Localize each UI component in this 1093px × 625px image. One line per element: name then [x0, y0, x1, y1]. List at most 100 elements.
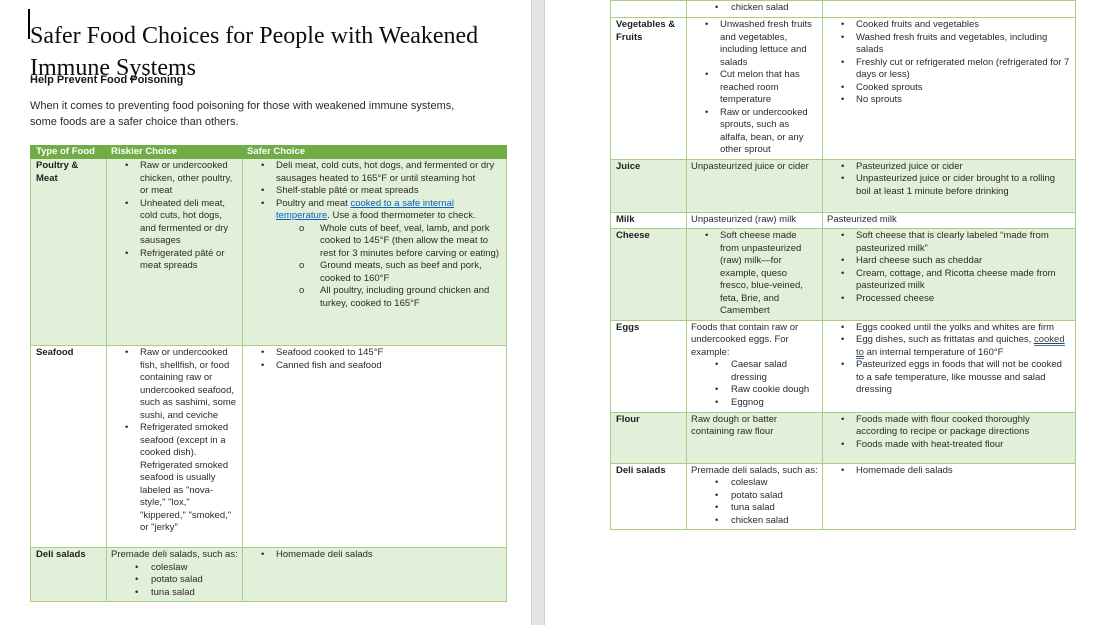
bullet-marker: o [299, 260, 305, 271]
bullet-marker: • [841, 230, 845, 241]
list-item: • Caesar salad dressing [715, 359, 787, 383]
bullet-marker: • [841, 31, 845, 43]
table-row-deli-salads: Deli salads Premade deli salads, such as:… [610, 463, 1076, 530]
page-1: Safer Food Choices for People with Weake… [0, 0, 531, 625]
list-item: • Processed cheese [841, 292, 935, 304]
page-gap [531, 0, 545, 625]
table-row-seafood: Seafood • Raw or undercooked fish, shellfi… [30, 346, 507, 548]
bullet-marker: • [261, 160, 265, 171]
bullet-marker: • [841, 464, 845, 476]
bullet-marker: o [299, 285, 305, 296]
bullet-marker: • [715, 477, 719, 488]
list-item: • Canned fish and seafood [261, 359, 382, 371]
bullet-marker: • [261, 197, 265, 209]
table-row-milk: Milk Unpasteurized (raw) milk Pasteurized … [610, 212, 1076, 229]
list-item: Pasteurized milk [827, 213, 897, 225]
bullet-marker: • [125, 197, 129, 209]
bullet-marker: • [715, 396, 719, 408]
list-item: • Pasteurized juice or cider [841, 160, 963, 172]
list-item: • Raw or undercooked chicken, other poult… [125, 160, 233, 196]
list-item: • potato salad [135, 574, 203, 585]
bullet-marker: • [841, 334, 845, 345]
cell-safer-choice: • Pasteurized juice or cider • Unpasteurize… [822, 159, 1076, 213]
list-item: • Foods made with flour cooked thoroughly… [841, 413, 1030, 438]
list-item: Premade deli salads, such as: [111, 549, 238, 560]
cell-safer-choice: • Foods made with flour cooked thoroughly… [822, 412, 1076, 464]
cell-type-of-food: Milk [610, 212, 686, 229]
list-item: • Seafood cooked to 145°F [261, 347, 384, 358]
column-header-safer-choice: Safer Choice [242, 145, 507, 159]
list-item: o Whole cuts of beef, veal, lamb, and por… [299, 222, 500, 259]
list-item: • Cream, cottage, and Ricotta cheese made… [841, 267, 1056, 292]
page-2: • chicken salad Vegetables & Fruits • Unwash… [545, 0, 1093, 625]
bullet-marker: • [125, 347, 129, 358]
intro-paragraph: When it comes to preventing food poisoni… [30, 100, 455, 128]
cooked-to-temperature-link[interactable]: cooked to [856, 334, 1065, 359]
safe-internal-temperature-link[interactable]: cooked to a safe internal temperature [276, 197, 454, 222]
list-item: • chicken salad [715, 2, 789, 13]
list-item: • coleslaw [135, 561, 188, 573]
list-item: • Eggnog [715, 396, 764, 408]
bullet-marker: • [841, 81, 845, 93]
list-item: o Ground meats, such as beef and pork, co… [299, 260, 482, 284]
text-cursor [28, 9, 30, 39]
table-row-flour: Flour Raw dough or batter containing raw … [610, 412, 1076, 464]
cell-riskier-choice: Premade deli salads, such as: • coleslaw • p… [686, 463, 822, 530]
list-item: • Foods made with heat-treated flour [841, 438, 1004, 450]
list-item: • Washed fresh fruits and vegetables, inc… [841, 31, 1048, 56]
food-safety-table-page-1: Type of Food Riskier Choice Safer Choice… [30, 145, 507, 602]
bullet-marker: • [841, 359, 845, 370]
list-item: o All poultry, including ground chicken a… [299, 285, 490, 309]
list-item: • Cooked sprouts [841, 81, 923, 93]
cell-riskier-choice: • Soft cheese made from unpasteurized (ra… [686, 229, 822, 321]
bullet-marker: • [135, 561, 139, 573]
bullet-marker: • [841, 94, 845, 105]
bullet-marker: • [715, 359, 719, 370]
bullet-marker: • [135, 574, 139, 585]
cell-riskier-choice: Premade deli salads, such as: • coleslaw • p… [106, 548, 242, 602]
table-row-juice: Juice Unpasteurized juice or cider • Pasteu… [610, 159, 1076, 213]
bullet-marker: • [261, 549, 265, 560]
list-item: • tuna salad [135, 586, 195, 598]
bullet-marker: o [299, 222, 305, 234]
bullet-marker: • [841, 160, 845, 172]
bullet-marker: • [715, 514, 719, 526]
table-header-row: Type of Food Riskier Choice Safer Choice [30, 145, 507, 159]
bullet-marker: • [841, 267, 845, 279]
bullet-marker: • [125, 160, 129, 171]
cell-type-of-food [610, 1, 686, 18]
cell-riskier-choice: • Raw or undercooked chicken, other poult… [106, 159, 242, 346]
bullet-marker: • [715, 489, 719, 501]
bullet-marker: • [261, 359, 265, 371]
bullet-marker: • [705, 69, 709, 80]
bullet-marker: • [841, 173, 845, 184]
list-item: • Unpasteurized juice or cider brought to… [841, 173, 1056, 197]
table-row-deli-salads: Deli salads Premade deli salads, such as:… [30, 548, 507, 602]
cell-riskier-choice: • chicken salad [686, 1, 822, 18]
cell-riskier-choice: Unpasteurized juice or cider [686, 159, 822, 213]
cell-type-of-food: Cheese [610, 229, 686, 321]
list-item: • Refrigerated pâté or meat spreads [125, 247, 225, 272]
bullet-marker: • [841, 56, 845, 68]
list-item: Raw dough or batter containing raw flour [691, 413, 778, 438]
cell-type-of-food: Vegetables & Fruits [610, 18, 686, 160]
list-item: • Cooked fruits and vegetables [841, 19, 980, 30]
table-row-poultry-meat: Poultry & Meat • Raw or undercooked chicke… [30, 159, 507, 346]
list-item: • Deli meat, cold cuts, hot dogs, and fer… [261, 160, 495, 184]
cell-safer-choice: • Deli meat, cold cuts, hot dogs, and fer… [242, 159, 507, 346]
list-item: • coleslaw [715, 477, 768, 488]
cell-safer-choice: • Soft cheese that is clearly labeled “ma… [822, 229, 1076, 321]
bullet-marker: • [715, 384, 719, 395]
bullet-marker: • [261, 185, 265, 196]
cell-safer-choice [822, 1, 1076, 18]
cell-type-of-food: Deli salads [610, 463, 686, 530]
list-item: • No sprouts [841, 94, 902, 105]
list-item: • tuna salad [715, 502, 775, 513]
cell-riskier-choice: • Raw or undercooked fish, shellfish, or … [106, 346, 242, 548]
bullet-marker: • [261, 347, 265, 358]
table-row-vegetables-fruits: Vegetables & Fruits • Unwashed fresh fruit… [610, 18, 1076, 160]
cell-safer-choice: • Homemade deli salads [242, 548, 507, 602]
bullet-marker: • [125, 247, 129, 259]
bullet-marker: • [705, 230, 709, 241]
